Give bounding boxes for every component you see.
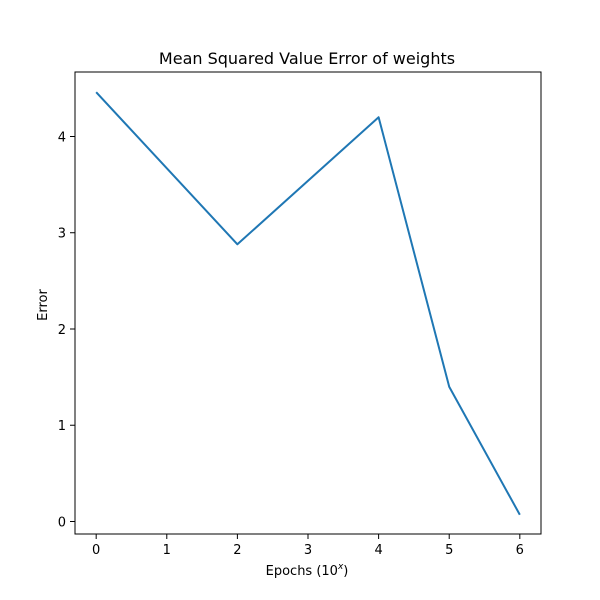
x-tick-label: 5 <box>445 543 453 558</box>
plot-area <box>74 71 542 535</box>
y-tick-label: 1 <box>58 419 66 434</box>
series-line <box>95 91 521 516</box>
x-axis-label-main: Epochs (10 <box>266 564 338 579</box>
x-tick-label: 3 <box>304 543 312 558</box>
x-tick-label: 1 <box>163 543 171 558</box>
x-axis-label-exponent: x <box>337 562 344 572</box>
x-tick-label: 2 <box>233 543 241 558</box>
x-tick-label: 6 <box>516 543 524 558</box>
x-tick-label: 0 <box>92 543 100 558</box>
x-tick-label: 4 <box>374 543 382 558</box>
y-axis-label: Error <box>36 289 51 321</box>
y-tick-label: 2 <box>58 323 66 338</box>
x-axis-label: Epochs (10x) <box>266 562 349 579</box>
x-axis-label-close: ) <box>343 564 348 579</box>
y-tick-label: 0 <box>58 515 66 530</box>
y-tick-label: 3 <box>58 227 66 242</box>
x-axis-ticks: 0 1 2 3 4 5 6 <box>92 534 524 558</box>
plot-frame <box>74 71 542 535</box>
chart-title: Mean Squared Value Error of weights <box>159 49 455 68</box>
y-axis-ticks: 0 1 2 3 4 <box>58 130 75 530</box>
y-tick-label: 4 <box>58 130 66 145</box>
